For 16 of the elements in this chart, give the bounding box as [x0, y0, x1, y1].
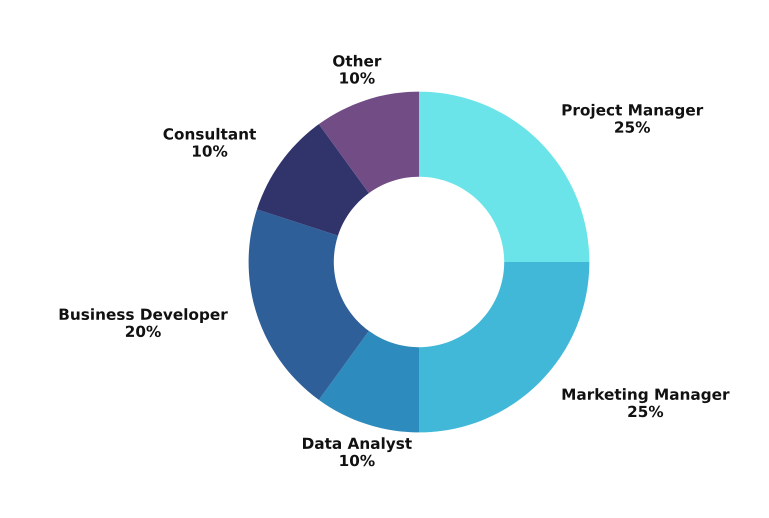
data-label: 25% — [615, 121, 650, 133]
slice-label: Data Analyst — [303, 437, 412, 452]
data-label: 25% — [628, 406, 664, 418]
data-label: 20% — [126, 326, 161, 338]
slice-label: Consultant — [164, 128, 256, 140]
slice-label: Other — [333, 54, 382, 67]
donut-slice — [256, 124, 369, 236]
slice-label: Business Developer — [60, 308, 228, 323]
data-label: 10% — [340, 72, 375, 84]
data-label: 10% — [192, 145, 228, 157]
data-label: 10% — [340, 454, 375, 466]
donut-slice — [248, 209, 369, 400]
slice-label: Marketing Manager — [562, 388, 730, 404]
donut-slice — [318, 330, 419, 432]
donut-slice — [318, 92, 419, 194]
slice-label: Project Manager — [562, 104, 704, 119]
